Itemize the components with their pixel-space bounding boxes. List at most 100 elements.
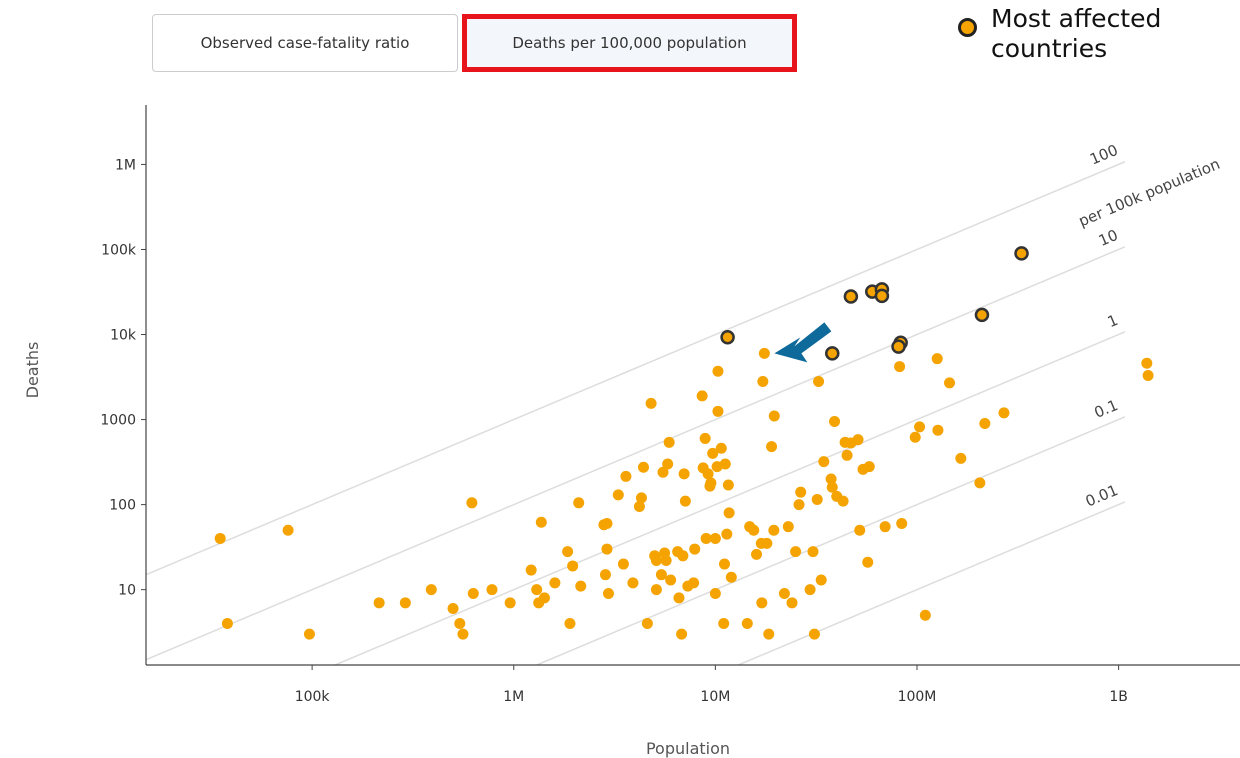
data-point-121[interactable] [909, 431, 921, 443]
data-point-117[interactable] [863, 461, 875, 473]
data-point-48[interactable] [665, 574, 677, 586]
data-point-81[interactable] [748, 524, 760, 536]
data-point-61[interactable] [700, 532, 712, 544]
data-point-90[interactable] [768, 524, 780, 536]
data-point-65[interactable] [707, 447, 719, 459]
data-point-50[interactable] [673, 592, 685, 604]
data-point-57[interactable] [689, 543, 701, 555]
data-point-87[interactable] [761, 537, 773, 549]
data-point-32[interactable] [620, 470, 632, 482]
data-point-33[interactable] [627, 577, 639, 589]
data-point-15[interactable] [531, 584, 543, 596]
data-point-78[interactable] [725, 571, 737, 583]
data-point-40[interactable] [650, 555, 662, 567]
data-point-86[interactable] [758, 347, 770, 359]
data-point-45[interactable] [660, 555, 672, 567]
data-point-5[interactable] [399, 597, 411, 609]
data-point-98[interactable] [804, 584, 816, 596]
data-point-126[interactable] [944, 377, 956, 389]
data-point-24[interactable] [575, 580, 587, 592]
data-point-124[interactable] [931, 353, 943, 365]
data-point-95[interactable] [790, 546, 802, 558]
data-point-93[interactable] [782, 521, 794, 533]
data-point-17[interactable] [535, 516, 547, 528]
highlighted-point-5[interactable] [874, 288, 890, 304]
data-point-27[interactable] [601, 517, 613, 529]
data-point-69[interactable] [712, 405, 724, 417]
data-point-23[interactable] [573, 497, 585, 509]
highlighted-point-2[interactable] [843, 289, 859, 304]
data-point-46[interactable] [662, 458, 674, 470]
data-point-21[interactable] [564, 617, 576, 629]
data-point-101[interactable] [811, 493, 823, 505]
data-point-103[interactable] [815, 574, 827, 586]
data-point-97[interactable] [795, 486, 807, 498]
data-point-111[interactable] [841, 449, 853, 461]
data-point-51[interactable] [676, 628, 688, 640]
data-point-22[interactable] [567, 560, 579, 572]
data-point-119[interactable] [894, 361, 906, 373]
data-point-38[interactable] [645, 397, 657, 409]
data-point-10[interactable] [466, 497, 478, 509]
data-point-109[interactable] [837, 495, 849, 507]
data-point-31[interactable] [617, 558, 629, 570]
data-point-28[interactable] [601, 543, 613, 555]
data-point-127[interactable] [955, 452, 967, 464]
data-point-43[interactable] [657, 466, 669, 478]
data-point-130[interactable] [998, 407, 1010, 419]
data-point-116[interactable] [862, 556, 874, 568]
data-point-72[interactable] [718, 617, 730, 629]
data-point-6[interactable] [425, 584, 437, 596]
data-point-106[interactable] [826, 481, 838, 493]
data-point-36[interactable] [637, 461, 649, 473]
data-point-99[interactable] [807, 546, 819, 558]
data-point-64[interactable] [705, 477, 717, 489]
data-point-18[interactable] [538, 592, 550, 604]
data-point-82[interactable] [751, 548, 763, 560]
data-point-30[interactable] [612, 489, 624, 501]
data-point-3[interactable] [303, 628, 315, 640]
highlighted-point-1[interactable] [825, 346, 840, 361]
data-point-125[interactable] [932, 424, 944, 436]
data-point-62[interactable] [702, 468, 714, 480]
data-point-85[interactable] [757, 376, 769, 388]
data-point-35[interactable] [635, 492, 647, 504]
highlighted-point-7[interactable] [891, 339, 906, 354]
data-point-132[interactable] [1142, 369, 1154, 381]
data-point-107[interactable] [829, 415, 841, 427]
data-point-92[interactable] [778, 588, 790, 600]
data-point-14[interactable] [525, 564, 537, 576]
data-point-104[interactable] [818, 456, 830, 468]
data-point-20[interactable] [562, 546, 574, 558]
highlighted-point-8[interactable] [974, 307, 990, 323]
data-point-131[interactable] [1141, 357, 1153, 369]
data-point-12[interactable] [486, 584, 498, 596]
data-point-105[interactable] [825, 473, 837, 485]
data-point-71[interactable] [715, 442, 727, 454]
data-point-94[interactable] [786, 597, 798, 609]
highlighted-point-9[interactable] [1014, 246, 1029, 261]
data-point-79[interactable] [741, 617, 753, 629]
data-point-52[interactable] [677, 550, 689, 562]
data-point-123[interactable] [919, 609, 931, 621]
data-point-37[interactable] [641, 617, 653, 629]
data-point-1[interactable] [221, 617, 233, 629]
data-point-11[interactable] [467, 588, 479, 600]
data-point-122[interactable] [914, 421, 926, 433]
highlighted-point-0[interactable] [720, 329, 735, 345]
data-point-2[interactable] [282, 524, 294, 536]
data-point-88[interactable] [763, 628, 775, 640]
data-point-113[interactable] [852, 434, 864, 446]
data-point-128[interactable] [974, 477, 986, 489]
data-point-77[interactable] [723, 507, 735, 519]
data-point-47[interactable] [663, 436, 675, 448]
data-point-29[interactable] [602, 588, 614, 600]
data-point-4[interactable] [373, 597, 385, 609]
tab-case-fatality-ratio[interactable]: Observed case-fatality ratio [152, 14, 458, 72]
data-point-8[interactable] [454, 617, 466, 629]
data-point-118[interactable] [879, 521, 891, 533]
data-point-7[interactable] [447, 603, 459, 615]
data-point-96[interactable] [793, 499, 805, 511]
data-point-41[interactable] [650, 584, 662, 596]
data-point-120[interactable] [896, 517, 908, 529]
